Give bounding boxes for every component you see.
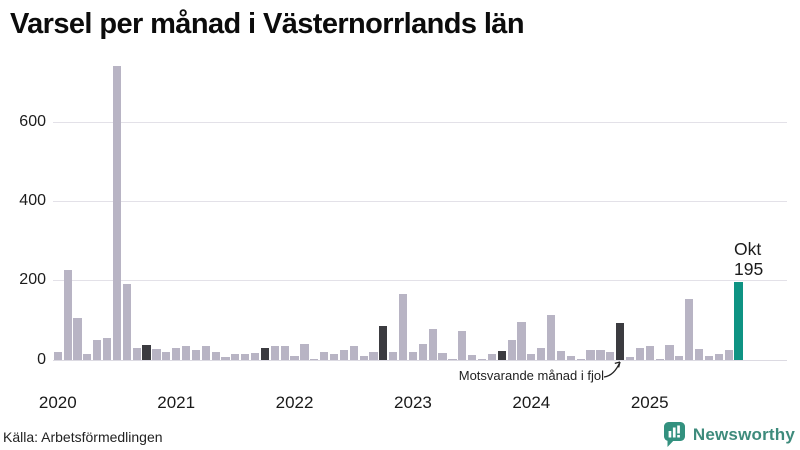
bar-2023-nov bbox=[507, 340, 516, 360]
bar-2021-okt bbox=[260, 348, 270, 360]
x-year-label-2021: 2021 bbox=[157, 393, 196, 412]
x-year-label-2023: 2023 bbox=[394, 393, 432, 412]
bar-2021-aug bbox=[241, 353, 250, 360]
bar-2024-jan bbox=[527, 353, 536, 360]
bar-2020-apr bbox=[83, 353, 92, 360]
bar-2021-jun bbox=[221, 356, 230, 360]
bar-2025-aug bbox=[714, 353, 723, 360]
bar-2020-mar bbox=[73, 317, 82, 360]
bar-2023-apr bbox=[438, 352, 447, 360]
annotation-arrow-icon bbox=[603, 361, 621, 378]
brand-name: Newsworthy bbox=[692, 424, 795, 444]
bar-2025-okt bbox=[734, 282, 743, 360]
bar-2022-jul bbox=[349, 345, 358, 360]
bar-2023-dec bbox=[517, 321, 526, 360]
bar-2022-mar bbox=[310, 358, 319, 360]
current-value: 195 bbox=[734, 258, 764, 279]
bar-2021-feb bbox=[181, 345, 191, 360]
bar-2022-feb bbox=[300, 344, 309, 360]
bar-2023-aug bbox=[477, 358, 487, 360]
bar-2024-maj bbox=[566, 355, 575, 360]
bar-2025-jun bbox=[694, 349, 704, 360]
x-year-label-2022: 2022 bbox=[275, 393, 314, 412]
bar-2024-feb bbox=[537, 347, 546, 360]
gridline bbox=[53, 200, 787, 202]
bar-2023-jan bbox=[408, 351, 418, 360]
y-tick-label: 400 bbox=[19, 191, 46, 209]
bar-2021-dec bbox=[280, 346, 289, 360]
bar-2022-jun bbox=[339, 349, 348, 360]
bar-2024-nov bbox=[625, 356, 635, 360]
current-value-label: Okt 195 bbox=[734, 239, 764, 279]
bar-2024-jun bbox=[576, 358, 585, 360]
bar-2025-mar bbox=[665, 345, 674, 360]
annotation-text: Motsvarande månad i fjol bbox=[458, 368, 604, 383]
bar-2025-apr bbox=[675, 356, 684, 360]
bar-2023-sep bbox=[487, 353, 496, 360]
bar-2020-jul bbox=[112, 66, 122, 360]
bar-2021-mar bbox=[191, 349, 200, 360]
bar-2021-sep bbox=[251, 352, 260, 360]
source-caption: Källa: Arbetsförmedlingen bbox=[3, 429, 163, 445]
bar-2020-jan bbox=[53, 351, 62, 360]
bar-2020-feb bbox=[63, 270, 72, 360]
bar-2022-maj bbox=[329, 354, 339, 360]
bar-2024-dec bbox=[635, 347, 644, 360]
bar-2021-apr bbox=[201, 346, 210, 360]
bar-2024-aug bbox=[596, 350, 605, 360]
bar-2024-sep bbox=[606, 351, 615, 360]
y-tick-label: 200 bbox=[19, 271, 46, 289]
bar-2025-feb bbox=[655, 358, 664, 360]
bar-2020-okt bbox=[142, 344, 151, 360]
bar-2023-maj bbox=[448, 358, 457, 360]
bar-2024-mar bbox=[546, 315, 556, 360]
bar-2022-nov bbox=[389, 352, 398, 360]
gridline bbox=[53, 121, 787, 123]
bar-2020-dec bbox=[162, 351, 171, 360]
bar-2020-nov bbox=[152, 348, 161, 360]
bar-2024-apr bbox=[556, 351, 566, 360]
x-axis-baseline bbox=[53, 359, 787, 361]
bar-2023-mar bbox=[428, 329, 437, 360]
x-year-label-2025: 2025 bbox=[630, 393, 669, 412]
current-month-label: Okt bbox=[734, 239, 762, 259]
x-year-label-2024: 2024 bbox=[512, 393, 551, 412]
bar-2025-sep bbox=[724, 349, 733, 360]
bar-2025-jul bbox=[704, 355, 714, 360]
bar-2023-okt bbox=[497, 351, 506, 360]
bar-2020-sep bbox=[132, 347, 141, 360]
bar-2021-jul bbox=[231, 353, 240, 360]
bar-2021-jan bbox=[172, 347, 181, 360]
bar-2023-jul bbox=[468, 355, 477, 360]
bar-2024-jul bbox=[586, 349, 595, 360]
bar-2022-aug bbox=[359, 356, 368, 360]
gridline bbox=[53, 280, 787, 282]
bar-2025-maj bbox=[685, 298, 694, 360]
bar-2022-jan bbox=[290, 355, 299, 360]
branding: Newsworthy bbox=[663, 421, 795, 448]
bar-2022-dec bbox=[398, 294, 408, 360]
bar-2022-sep bbox=[369, 352, 378, 360]
bar-2021-maj bbox=[211, 351, 220, 360]
bar-2024-okt bbox=[616, 322, 625, 360]
y-tick-label: 600 bbox=[19, 112, 46, 130]
chart-title: Varsel per månad i Västernorrlands län bbox=[10, 8, 525, 40]
newsworthy-logo-icon bbox=[663, 422, 685, 447]
bar-2023-jun bbox=[458, 330, 467, 360]
x-year-label-2020: 2020 bbox=[38, 393, 77, 412]
bar-2025-jan bbox=[645, 346, 654, 360]
bar-2020-jun bbox=[103, 337, 112, 360]
y-tick-label: 0 bbox=[37, 350, 46, 368]
bar-2022-apr bbox=[320, 351, 329, 360]
bar-2021-nov bbox=[270, 346, 279, 360]
bar-2020-aug bbox=[122, 284, 131, 360]
bar-2022-okt bbox=[379, 325, 388, 360]
bar-2020-maj bbox=[93, 340, 102, 360]
bar-2023-feb bbox=[418, 344, 427, 360]
